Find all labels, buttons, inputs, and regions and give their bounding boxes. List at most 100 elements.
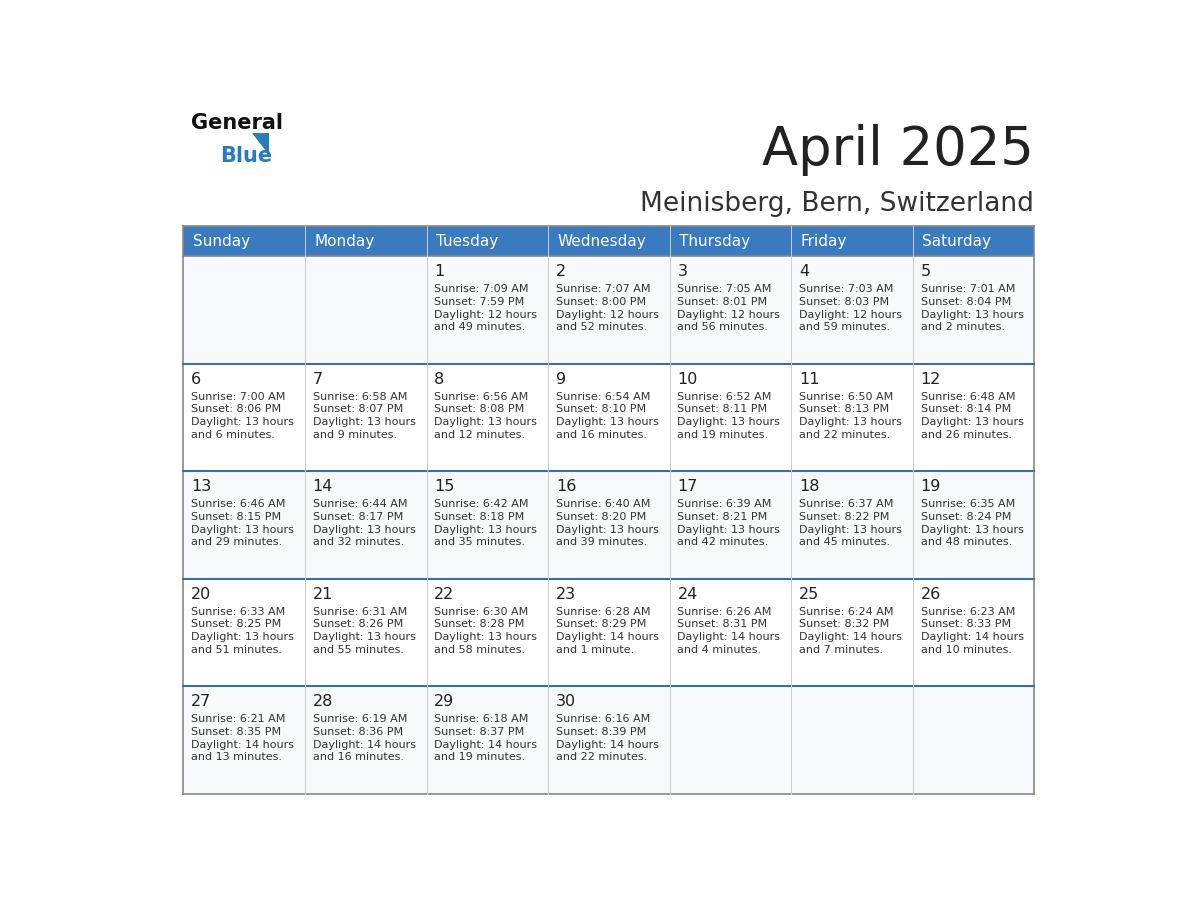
- Text: Sunset: 8:10 PM: Sunset: 8:10 PM: [556, 404, 646, 414]
- Text: 13: 13: [191, 479, 211, 494]
- Text: Sunrise: 7:00 AM: Sunrise: 7:00 AM: [191, 392, 285, 402]
- Bar: [183, 226, 1035, 256]
- Text: Sunrise: 6:16 AM: Sunrise: 6:16 AM: [556, 714, 650, 724]
- Text: Sunrise: 6:30 AM: Sunrise: 6:30 AM: [435, 607, 529, 617]
- Text: and 32 minutes.: and 32 minutes.: [312, 537, 404, 547]
- Text: and 29 minutes.: and 29 minutes.: [191, 537, 283, 547]
- Text: Daylight: 13 hours: Daylight: 13 hours: [312, 417, 416, 427]
- Text: Daylight: 13 hours: Daylight: 13 hours: [191, 524, 293, 534]
- Text: and 19 minutes.: and 19 minutes.: [677, 430, 769, 440]
- Text: 8: 8: [435, 372, 444, 386]
- Text: and 6 minutes.: and 6 minutes.: [191, 430, 276, 440]
- Text: and 56 minutes.: and 56 minutes.: [677, 322, 769, 332]
- Text: April 2025: April 2025: [763, 124, 1035, 176]
- Text: 4: 4: [800, 264, 809, 279]
- Text: Friday: Friday: [801, 233, 847, 249]
- Text: Sunset: 8:03 PM: Sunset: 8:03 PM: [800, 297, 889, 307]
- Text: and 10 minutes.: and 10 minutes.: [921, 644, 1011, 655]
- Text: and 51 minutes.: and 51 minutes.: [191, 644, 282, 655]
- Text: 30: 30: [556, 694, 576, 709]
- Text: Daylight: 13 hours: Daylight: 13 hours: [312, 524, 416, 534]
- Text: and 49 minutes.: and 49 minutes.: [435, 322, 525, 332]
- Text: Daylight: 14 hours: Daylight: 14 hours: [800, 633, 902, 642]
- Text: Sunrise: 6:48 AM: Sunrise: 6:48 AM: [921, 392, 1015, 402]
- Text: Sunset: 8:39 PM: Sunset: 8:39 PM: [556, 727, 646, 737]
- Text: Sunrise: 6:19 AM: Sunrise: 6:19 AM: [312, 714, 407, 724]
- Text: Sunset: 8:32 PM: Sunset: 8:32 PM: [800, 620, 889, 630]
- Text: Sunrise: 7:09 AM: Sunrise: 7:09 AM: [435, 285, 529, 294]
- Text: Daylight: 13 hours: Daylight: 13 hours: [677, 524, 781, 534]
- Text: Blue: Blue: [221, 146, 273, 165]
- Text: Tuesday: Tuesday: [436, 233, 498, 249]
- Text: Monday: Monday: [315, 233, 374, 249]
- Text: 24: 24: [677, 587, 697, 601]
- Text: and 26 minutes.: and 26 minutes.: [921, 430, 1012, 440]
- Text: Daylight: 14 hours: Daylight: 14 hours: [312, 740, 416, 750]
- Text: Daylight: 13 hours: Daylight: 13 hours: [435, 524, 537, 534]
- Text: Thursday: Thursday: [678, 233, 750, 249]
- Text: Daylight: 14 hours: Daylight: 14 hours: [921, 633, 1024, 642]
- Text: 15: 15: [435, 479, 455, 494]
- Text: Sunset: 8:08 PM: Sunset: 8:08 PM: [435, 404, 525, 414]
- Text: Sunrise: 6:23 AM: Sunrise: 6:23 AM: [921, 607, 1015, 617]
- Text: 6: 6: [191, 372, 201, 386]
- Text: and 55 minutes.: and 55 minutes.: [312, 644, 404, 655]
- Text: and 7 minutes.: and 7 minutes.: [800, 644, 883, 655]
- Text: Daylight: 14 hours: Daylight: 14 hours: [556, 740, 659, 750]
- Text: Sunset: 8:00 PM: Sunset: 8:00 PM: [556, 297, 646, 307]
- Text: Sunrise: 6:52 AM: Sunrise: 6:52 AM: [677, 392, 772, 402]
- Text: Sunset: 8:28 PM: Sunset: 8:28 PM: [435, 620, 525, 630]
- Text: and 58 minutes.: and 58 minutes.: [435, 644, 525, 655]
- Bar: [183, 687, 1035, 794]
- Text: 11: 11: [800, 372, 820, 386]
- Text: and 16 minutes.: and 16 minutes.: [556, 430, 646, 440]
- Text: and 59 minutes.: and 59 minutes.: [800, 322, 890, 332]
- Text: General: General: [191, 113, 283, 133]
- Text: Sunset: 8:31 PM: Sunset: 8:31 PM: [677, 620, 767, 630]
- Bar: [183, 472, 1035, 579]
- Text: and 16 minutes.: and 16 minutes.: [312, 752, 404, 762]
- Text: and 19 minutes.: and 19 minutes.: [435, 752, 525, 762]
- Text: Sunset: 8:29 PM: Sunset: 8:29 PM: [556, 620, 646, 630]
- Text: Daylight: 13 hours: Daylight: 13 hours: [312, 633, 416, 642]
- Text: 21: 21: [312, 587, 333, 601]
- Text: Sunrise: 6:37 AM: Sunrise: 6:37 AM: [800, 499, 893, 509]
- Bar: [183, 256, 1035, 364]
- Text: Sunrise: 6:24 AM: Sunrise: 6:24 AM: [800, 607, 893, 617]
- Text: 18: 18: [800, 479, 820, 494]
- Text: Daylight: 13 hours: Daylight: 13 hours: [191, 417, 293, 427]
- Text: 7: 7: [312, 372, 323, 386]
- Text: and 35 minutes.: and 35 minutes.: [435, 537, 525, 547]
- Text: and 22 minutes.: and 22 minutes.: [800, 430, 890, 440]
- Text: Sunday: Sunday: [192, 233, 249, 249]
- Text: Daylight: 14 hours: Daylight: 14 hours: [435, 740, 537, 750]
- Text: Daylight: 12 hours: Daylight: 12 hours: [435, 309, 537, 319]
- Text: Sunrise: 6:21 AM: Sunrise: 6:21 AM: [191, 714, 285, 724]
- Text: and 9 minutes.: and 9 minutes.: [312, 430, 397, 440]
- Text: 3: 3: [677, 264, 688, 279]
- Bar: [183, 579, 1035, 687]
- Text: Sunset: 8:18 PM: Sunset: 8:18 PM: [435, 512, 525, 521]
- Text: Sunrise: 6:42 AM: Sunrise: 6:42 AM: [435, 499, 529, 509]
- Text: Daylight: 12 hours: Daylight: 12 hours: [556, 309, 659, 319]
- Text: Sunrise: 6:58 AM: Sunrise: 6:58 AM: [312, 392, 407, 402]
- Text: Daylight: 13 hours: Daylight: 13 hours: [921, 309, 1023, 319]
- Text: Sunrise: 6:54 AM: Sunrise: 6:54 AM: [556, 392, 650, 402]
- Text: Sunrise: 6:26 AM: Sunrise: 6:26 AM: [677, 607, 772, 617]
- Text: Sunrise: 6:44 AM: Sunrise: 6:44 AM: [312, 499, 407, 509]
- Text: Sunset: 8:11 PM: Sunset: 8:11 PM: [677, 404, 767, 414]
- Text: and 22 minutes.: and 22 minutes.: [556, 752, 647, 762]
- Text: Sunrise: 6:39 AM: Sunrise: 6:39 AM: [677, 499, 772, 509]
- Text: Sunrise: 6:31 AM: Sunrise: 6:31 AM: [312, 607, 407, 617]
- Text: and 12 minutes.: and 12 minutes.: [435, 430, 525, 440]
- Text: 22: 22: [435, 587, 455, 601]
- Text: and 1 minute.: and 1 minute.: [556, 644, 634, 655]
- Text: Daylight: 13 hours: Daylight: 13 hours: [435, 417, 537, 427]
- Text: Daylight: 13 hours: Daylight: 13 hours: [677, 417, 781, 427]
- Text: and 42 minutes.: and 42 minutes.: [677, 537, 769, 547]
- Text: Sunrise: 6:28 AM: Sunrise: 6:28 AM: [556, 607, 650, 617]
- Text: Sunrise: 6:18 AM: Sunrise: 6:18 AM: [435, 714, 529, 724]
- Text: Daylight: 14 hours: Daylight: 14 hours: [191, 740, 295, 750]
- Text: 26: 26: [921, 587, 941, 601]
- Text: Daylight: 12 hours: Daylight: 12 hours: [800, 309, 902, 319]
